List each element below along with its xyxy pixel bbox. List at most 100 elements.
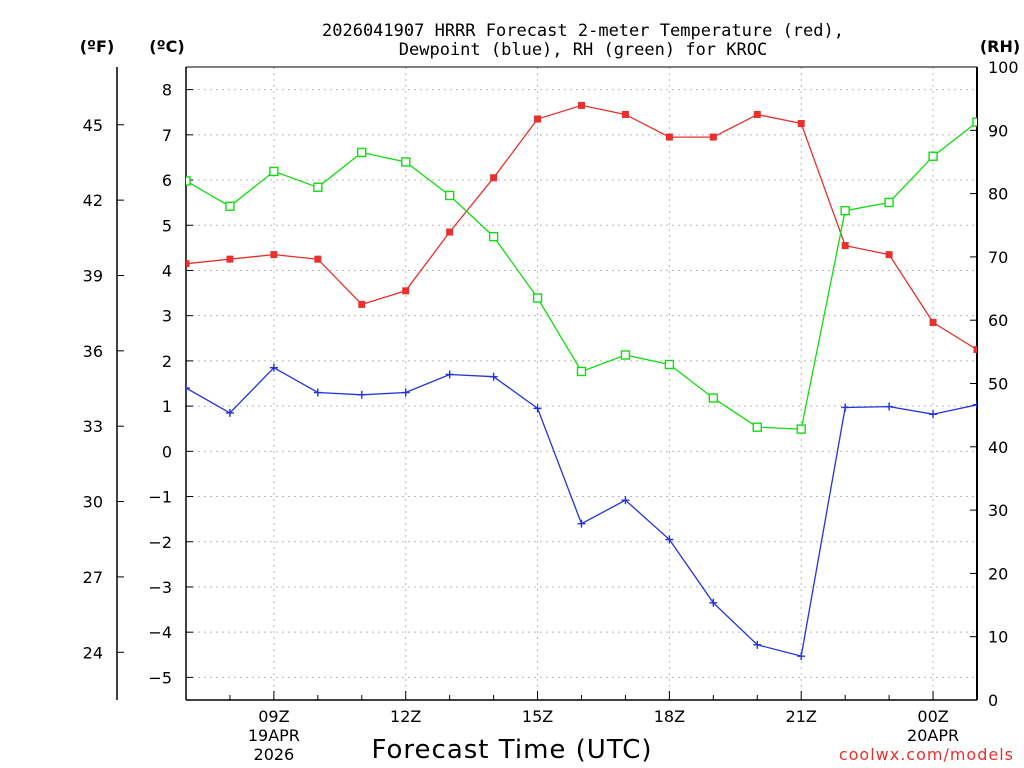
x-tick-label: 00Z [917,707,948,726]
celsius-tick-label: 1 [162,397,172,416]
chart-title-line1: 2026041907 HRRR Forecast 2-meter Tempera… [322,21,844,41]
celsius-tick-label: 2 [162,352,172,371]
dewpoint-series-line [186,366,977,657]
temperature-point [446,228,454,236]
dewpoint-point [709,598,718,607]
celsius-tick-label: −2 [148,533,172,552]
celsius-tick-label: −3 [148,578,172,597]
rh-point [269,166,279,177]
x-tick-label: 12Z [390,707,421,726]
dewpoint-point [885,402,894,411]
fahrenheit-tick-label: 27 [83,568,103,587]
rh-unit-label: (RH) [980,37,1020,56]
dewpoint-point [973,400,977,409]
rh-tick-label: 0 [988,691,998,710]
temperature-point [578,101,585,109]
data-series [186,101,977,661]
temperature-point [665,133,673,141]
fahrenheit-tick-label: 42 [83,191,103,210]
rh-point [664,359,675,370]
dewpoint-point [225,408,234,417]
x-tick-label: 20APR [907,726,959,745]
x-tick-label: 19APR [248,726,300,745]
rh-tick-label: 30 [988,501,1008,520]
temperature-point [402,287,410,295]
rh-point [532,293,543,303]
temperature-point [929,318,937,326]
celsius-tick-label: 3 [162,307,172,326]
celsius-unit-label: (ºC) [149,37,184,56]
dewpoint-point [401,388,410,397]
celsius-tick-label: 0 [162,442,172,461]
rh-point [186,176,191,186]
temperature-point [841,242,849,250]
dewpoint-point [533,404,542,413]
temperature-point [709,133,717,141]
rh-tick-label: 10 [988,628,1008,647]
rh-point [928,151,938,161]
fahrenheit-tick-label: 36 [83,342,103,361]
rh-point [401,157,411,167]
celsius-tick-label: −5 [148,668,172,687]
temperature-point [314,255,322,263]
fahrenheit-unit-label: (ºF) [80,37,115,56]
dewpoint-point [621,496,630,505]
x-tick-label: 21Z [786,707,817,726]
rh-point [225,201,235,211]
celsius-tick-label: 7 [162,126,172,145]
axes [116,66,978,701]
celsius-tick-label: 4 [162,261,172,280]
fahrenheit-tick-label: 33 [83,417,103,436]
x-tick-label: 2026 [254,745,295,764]
gridlines [186,67,977,700]
dewpoint-point [929,410,938,419]
rh-tick-label: 100 [988,58,1019,77]
fahrenheit-tick-label: 24 [83,643,103,662]
credit-link[interactable]: coolwx.com/models [839,745,1014,764]
x-axis-title: Forecast Time (UTC) [371,735,652,765]
temperature-point [797,120,805,128]
rh-point [708,393,719,403]
temperature-point [534,115,542,123]
rh-point [620,350,631,360]
x-tick-label: 09Z [258,707,289,726]
temperature-point [186,260,190,268]
rh-tick-label: 40 [988,438,1008,457]
dewpoint-point [357,390,366,399]
x-tick-label: 18Z [654,707,685,726]
rh-tick-label: 60 [988,311,1008,330]
dewpoint-point [753,640,762,649]
rh-tick-label: 80 [988,185,1008,204]
temperature-point [358,300,366,308]
fahrenheit-tick-label: 39 [83,266,103,285]
dewpoint-point [489,372,498,381]
temperature-point [885,251,893,259]
temperature-point [973,346,977,354]
celsius-tick-label: 6 [162,171,172,190]
chart-title-line2: Dewpoint (blue), RH (green) for KROC [399,40,767,60]
rh-tick-label: 20 [988,564,1008,583]
x-tick-label: 15Z [522,707,553,726]
rh-point [796,424,806,434]
rh-point [884,197,894,208]
celsius-tick-label: −4 [148,623,172,642]
temperature-point [753,110,761,118]
temperature-point [621,110,629,118]
fahrenheit-tick-label: 30 [83,493,103,512]
rh-tick-label: 90 [988,121,1008,140]
dewpoint-point [797,652,806,661]
rh-tick-label: 50 [988,375,1008,394]
rh-point [972,117,977,127]
fahrenheit-tick-label: 45 [83,116,103,135]
celsius-tick-label: −1 [148,488,172,507]
temperature-point [226,255,234,263]
celsius-tick-label: 8 [162,81,172,100]
temperature-point [270,251,278,259]
dewpoint-point [445,370,454,379]
rh-point [313,182,323,192]
dewpoint-point [186,384,190,393]
rh-point [840,205,850,216]
temperature-series-line [186,104,977,351]
dewpoint-point [665,535,674,544]
